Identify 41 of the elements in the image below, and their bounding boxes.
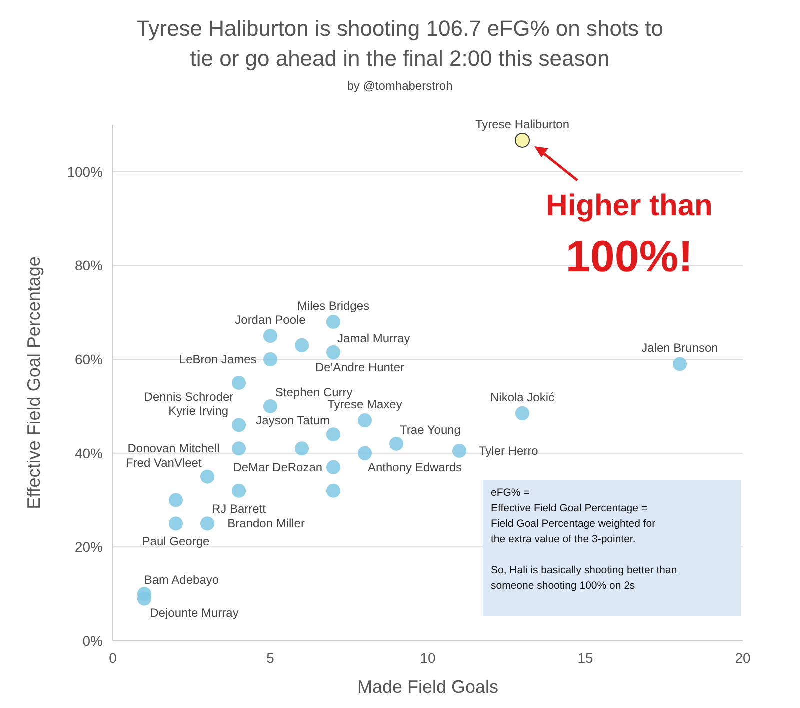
y-tick-label: 40%: [74, 445, 103, 462]
chart-title: Tyrese Haliburton is shooting 106.7 eFG% on shots to tie or go ahead in the final 2:00 this season: [136, 16, 664, 71]
data-label: Tyler Herro: [479, 444, 539, 458]
data-label: Fred VanVleet: [126, 456, 202, 470]
data-label: Jalen Brunson: [642, 341, 718, 356]
data-label: Tyrese Haliburton: [475, 117, 570, 132]
data-label: Kyrie Irving: [168, 404, 229, 418]
annotation: Higher than 100%!: [546, 189, 713, 282]
data-label: Nikola Jokić: [490, 390, 555, 404]
data-label: RJ Barrett: [212, 502, 267, 516]
data-label: Trae Young: [400, 422, 461, 437]
x-tick-label: 15: [578, 650, 594, 666]
data-label: Jamal Murray: [338, 332, 410, 346]
x-tick-label: 5: [266, 650, 275, 666]
x-axis-title: Made Field Goals: [357, 677, 499, 697]
data-label: Bam Adebayo: [144, 573, 220, 588]
data-label: Dennis Schroder: [144, 390, 234, 404]
data-label: Stephen Curry: [275, 385, 353, 400]
y-tick-label: 0%: [82, 633, 103, 649]
data-label: LeBron James: [179, 352, 257, 367]
x-tick-label: 20: [735, 650, 751, 666]
y-axis-title: Effective Field Goal Percentage: [24, 256, 44, 510]
data-label: Miles Bridges: [297, 299, 370, 314]
data-label: Jordan Poole: [235, 313, 306, 328]
data-label: Jayson Tatum: [256, 414, 330, 428]
note-box: eFG% = Effective Field Goal Percentage = Field Goal Percentage weighted for the extra value of the 3-pointer. So, Hali is basically shooting better than someone shooting 100% on 2s: [483, 480, 741, 616]
data-label: Tyrese Maxey: [328, 398, 402, 412]
data-label: Donovan Mitchell: [128, 442, 220, 456]
data-label: Anthony Edwards: [368, 460, 462, 474]
data-label: DeMar DeRozan: [233, 460, 323, 474]
chart-subtitle: by @tomhaberstroh: [347, 79, 453, 93]
x-tick-label: 10: [420, 650, 436, 666]
data-label: Paul George: [142, 534, 210, 549]
data-label: Brandon Miller: [228, 516, 305, 531]
data-label: De'Andre Hunter: [315, 360, 405, 374]
y-tick-label: 100%: [67, 164, 103, 180]
y-tick-label: 60%: [74, 352, 103, 368]
y-tick-label: 80%: [74, 258, 103, 274]
y-tick-label: 20%: [74, 539, 103, 556]
data-label: Dejounte Murray: [150, 606, 239, 620]
x-tick-label: 0: [109, 650, 118, 666]
